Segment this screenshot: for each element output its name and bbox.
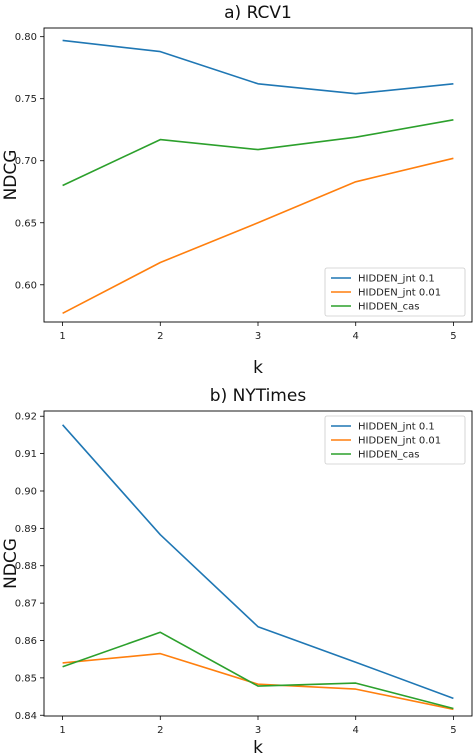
x-tick-label: 4: [353, 725, 359, 736]
y-tick-label: 0.92: [15, 412, 37, 423]
legend-label: HIDDEN_jnt 0.1: [358, 274, 435, 285]
y-tick-label: 0.80: [15, 32, 37, 43]
series-line-3: [62, 631, 454, 710]
legend-box: [324, 267, 466, 317]
x-tick-label: 5: [450, 331, 456, 342]
chart-title: b) NYTimes: [210, 386, 307, 406]
x-tick-label: 5: [450, 725, 456, 736]
series-line-1: [62, 424, 454, 700]
y-tick-label: 0.87: [15, 599, 37, 610]
legend-label: HIDDEN_jnt 0.1: [358, 422, 435, 433]
y-tick-label: 0.86: [15, 636, 37, 647]
chart-panel-nytimes: 1 2 3 4 5 0.84 0.85 0.86 0.87 0.88 0.89 0.90 0.91 0.9…: [1, 386, 473, 756]
chart-title: a) RCV1: [224, 3, 292, 23]
x-tick-label: 1: [59, 331, 65, 342]
x-tick-label: 3: [255, 331, 261, 342]
legend-label: HIDDEN_cas: [358, 302, 420, 313]
legend-label: HIDDEN_jnt 0.01: [358, 436, 441, 447]
y-tick-label: 0.65: [15, 218, 37, 229]
legend-label: HIDDEN_cas: [358, 450, 420, 461]
y-tick-label: 0.70: [15, 156, 37, 167]
legend-box: [324, 415, 466, 465]
y-tick-label: 0.88: [15, 561, 37, 572]
legend-label: HIDDEN_jnt 0.01: [358, 288, 441, 299]
y-tick-label: 0.85: [15, 673, 37, 684]
y-tick-label: 0.75: [15, 94, 37, 105]
series-line-2: [62, 157, 454, 315]
y-axis-label: NDCG: [1, 150, 21, 201]
legend: HIDDEN_jnt 0.1 HIDDEN_jnt 0.01 HIDDEN_cas: [324, 415, 466, 465]
x-tick-label: 4: [353, 331, 359, 342]
x-axis-label: k: [253, 738, 263, 756]
x-axis-label: k: [253, 358, 263, 378]
x-tick-label: 1: [59, 725, 65, 736]
x-tick-label: 3: [255, 725, 261, 736]
x-tick-label: 2: [157, 725, 163, 736]
y-tick-label: 0.89: [15, 524, 37, 535]
chart-panel-rcv1: 1 2 3 4 5 0.60 0.65 0.70 0.75 0.80 a) RCV1 k NDCG HID…: [1, 3, 473, 378]
series-line-1: [62, 39, 454, 95]
y-tick-label: 0.91: [15, 449, 37, 460]
series-line-2: [62, 652, 454, 711]
y-tick-label: 0.84: [15, 711, 37, 722]
y-axis-label: NDCG: [1, 538, 21, 589]
y-tick-label: 0.60: [15, 280, 37, 291]
series-line-3: [62, 119, 454, 187]
y-tick-label: 0.90: [15, 486, 37, 497]
legend: HIDDEN_jnt 0.1 HIDDEN_jnt 0.01 HIDDEN_cas: [324, 267, 466, 317]
x-tick-label: 2: [157, 331, 163, 342]
